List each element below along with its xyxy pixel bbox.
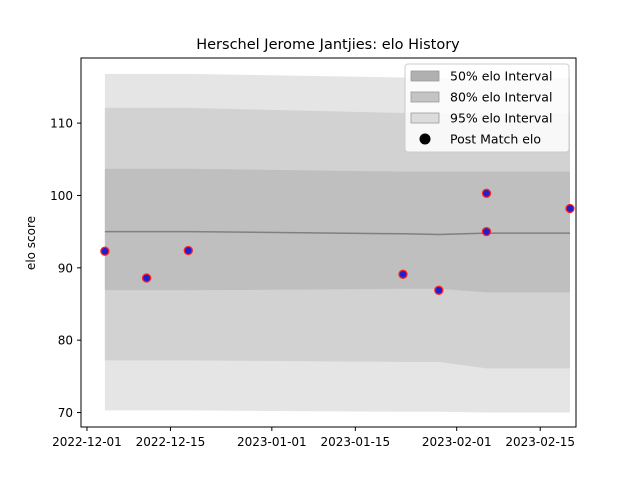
- y-tick-label: 90: [58, 261, 73, 275]
- legend-entry-label: Post Match elo: [450, 132, 541, 147]
- chart-title: Herschel Jerome Jantjies: elo History: [196, 37, 460, 53]
- post-match-point: [183, 245, 193, 256]
- x-tick-label: 2022-12-15: [136, 435, 206, 449]
- x-tick-label: 2023-02-15: [505, 435, 575, 449]
- y-axis-label: elo score: [24, 216, 38, 270]
- post-match-point: [398, 269, 408, 279]
- plot-area: [100, 73, 575, 413]
- legend-entry-label: 95% elo Interval: [450, 111, 552, 126]
- post-match-point: [565, 203, 575, 214]
- post-match-point: [141, 273, 152, 283]
- y-tick-label: 100: [50, 189, 73, 203]
- post-match-point: [434, 285, 444, 295]
- legend: 50% elo Interval 80% elo Interval 95% elo …: [404, 63, 570, 153]
- post-match-point: [481, 188, 492, 198]
- x-tick-label: 2023-01-01: [237, 435, 307, 449]
- post-match-point: [481, 226, 492, 237]
- post-match-point: [100, 246, 110, 256]
- x-tick-label: 2023-01-15: [320, 435, 390, 449]
- interval-band-2: [104, 168, 571, 293]
- legend-swatch: [410, 70, 440, 82]
- x-tick-label: 2023-02-01: [422, 435, 492, 449]
- y-tick-label: 80: [58, 334, 73, 348]
- x-tick-label: 2022-12-01: [52, 435, 122, 449]
- legend-marker: [419, 133, 431, 145]
- y-tick-label: 70: [58, 406, 73, 420]
- axes-frame: [80, 57, 577, 428]
- legend-box: [404, 63, 570, 153]
- y-tick-label: 110: [50, 117, 73, 131]
- axes: 2022-12-01 2022-12-15 2023-01-01 2023-01-15…: [50, 57, 577, 449]
- legend-entry-label: 80% elo Interval: [450, 90, 552, 105]
- legend-entry-label: 50% elo Interval: [450, 69, 552, 84]
- legend-swatch: [410, 91, 440, 103]
- legend-swatch: [410, 112, 440, 124]
